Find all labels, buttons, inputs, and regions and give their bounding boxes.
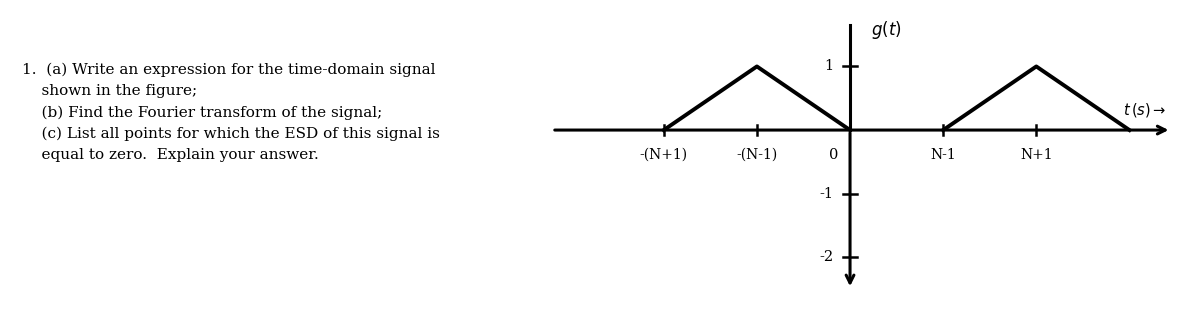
- Text: 0: 0: [828, 148, 838, 162]
- Text: $t\,(s) \rightarrow$: $t\,(s) \rightarrow$: [1123, 100, 1166, 118]
- Text: 1.  (a) Write an expression for the time-domain signal
    shown in the figure;
: 1. (a) Write an expression for the time-…: [22, 62, 440, 162]
- Text: $g(t)$: $g(t)$: [870, 19, 901, 41]
- Text: 1: 1: [824, 59, 833, 73]
- Text: N+1: N+1: [1020, 148, 1052, 162]
- Text: -1: -1: [820, 187, 833, 201]
- Text: N-1: N-1: [930, 148, 956, 162]
- Text: -2: -2: [820, 250, 833, 264]
- Text: -(N-1): -(N-1): [737, 148, 778, 162]
- Text: -(N+1): -(N+1): [640, 148, 688, 162]
